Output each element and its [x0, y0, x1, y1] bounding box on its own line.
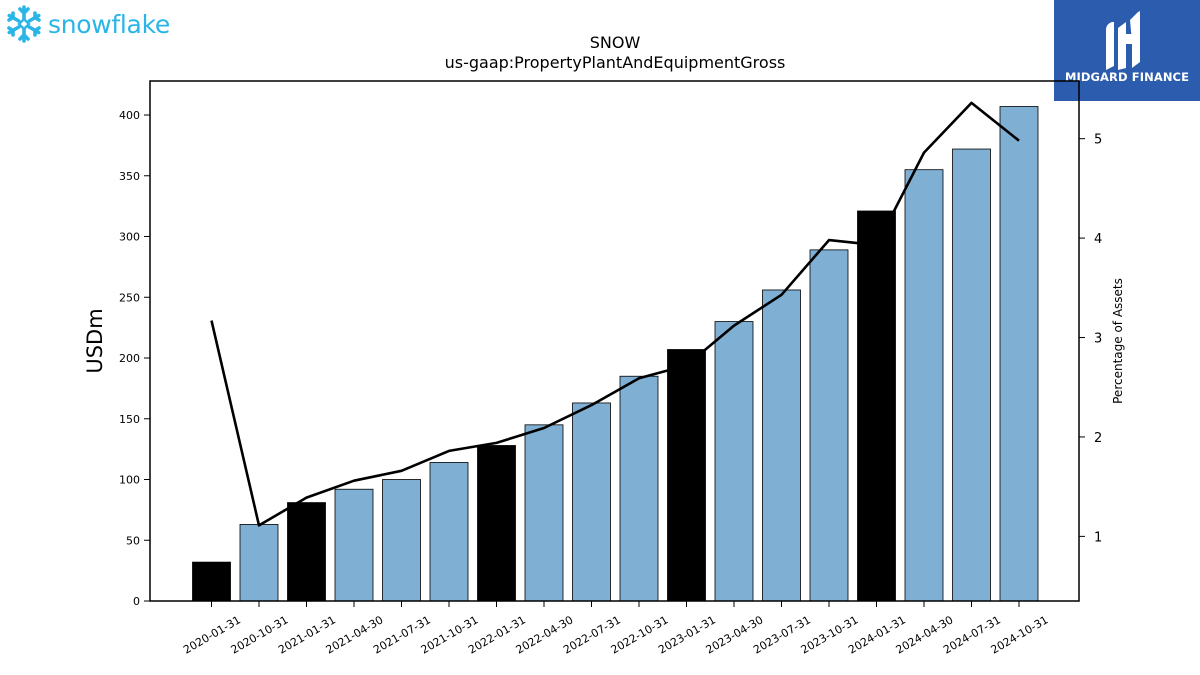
y-tick-label-50: 50 — [126, 534, 140, 547]
snowflake-logo-text: snowflake — [48, 9, 170, 39]
bar-2022-07-31 — [572, 402, 611, 602]
snowflake-logo: snowflake — [4, 4, 170, 44]
bar-2021-07-31 — [382, 479, 421, 602]
bar-2021-01-31 — [287, 502, 326, 602]
plot-frame — [149, 80, 1080, 602]
chart-subtitle: us-gaap:PropertyPlantAndEquipmentGross — [445, 53, 786, 72]
y2-tick-label-2: 2 — [1094, 431, 1102, 446]
y2-tick-label-1: 1 — [1094, 530, 1102, 545]
bar-2024-04-30 — [904, 169, 944, 602]
midgard-finance-logo-text: MIDGARD FINANCE — [1064, 70, 1190, 84]
bar-2023-10-31 — [809, 249, 849, 602]
bar-layer — [192, 106, 1039, 602]
snowflake-icon — [7, 5, 41, 43]
percentage-of-assets-line — [210, 101, 1020, 527]
y-tick-label-100: 100 — [119, 474, 140, 487]
bar-2021-10-31 — [429, 462, 469, 602]
y2-axis-label: Percentage of Assets — [1111, 278, 1125, 404]
bar-2021-04-30 — [334, 488, 374, 602]
bar-2022-10-31 — [619, 375, 659, 602]
y2-tick-label-5: 5 — [1094, 133, 1102, 148]
bar-2023-07-31 — [762, 289, 801, 602]
y-tick-label-350: 350 — [119, 170, 140, 183]
bar-2022-01-31 — [477, 445, 516, 602]
y-tick-label-400: 400 — [119, 109, 140, 122]
bar-2020-10-31 — [239, 524, 279, 602]
x-axis-ticks: 2020-01-312020-10-312021-01-312021-04-30… — [181, 601, 1051, 657]
y-tick-label-200: 200 — [119, 352, 140, 365]
midgard-finance-logo: MIDGARD FINANCE — [1054, 0, 1200, 101]
y-tick-label-250: 250 — [119, 291, 140, 304]
bar-2020-01-31 — [192, 561, 231, 602]
y2-tick-label-4: 4 — [1094, 232, 1102, 247]
y-axis-label: USDm — [83, 308, 107, 373]
y-tick-label-0: 0 — [133, 595, 140, 608]
bar-2023-04-30 — [714, 321, 754, 602]
right-axis-ticks: 1 2 3 4 5 — [1079, 133, 1102, 545]
y-tick-label-300: 300 — [119, 231, 140, 244]
bar-2024-07-31 — [952, 148, 991, 602]
bar-2024-01-31 — [857, 210, 896, 602]
chart-title: SNOW — [590, 33, 641, 52]
midgard-mark-icon — [1106, 11, 1140, 70]
bar-2023-01-31 — [667, 349, 706, 602]
bar-2024-10-31 — [999, 106, 1039, 602]
y-tick-label-150: 150 — [119, 413, 140, 426]
left-axis-ticks: 0 50 100 150 200 250 300 350 400 — [119, 109, 150, 608]
bar-2022-04-30 — [524, 424, 564, 602]
y2-tick-label-3: 3 — [1094, 332, 1102, 347]
